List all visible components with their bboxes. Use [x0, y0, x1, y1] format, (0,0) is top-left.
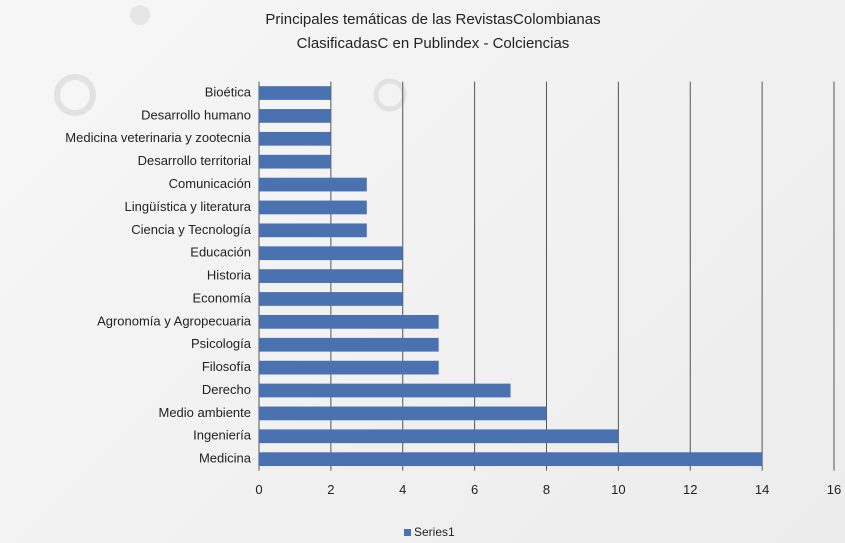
- bar: [259, 429, 619, 444]
- x-tick-label: 0: [255, 482, 262, 497]
- x-tick-label: 16: [827, 482, 841, 497]
- bar: [259, 200, 367, 215]
- y-tick-label: Desarrollo humano: [141, 107, 251, 122]
- y-tick-label: Ingeniería: [193, 428, 252, 443]
- legend-swatch: [404, 529, 411, 536]
- y-tick-label: Ciencia y Tecnología: [131, 222, 251, 237]
- decoration: [54, 74, 96, 116]
- y-tick-label: Medio ambiente: [159, 405, 252, 420]
- y-tick-label: Lingüística y literatura: [125, 199, 252, 214]
- y-tick-label: Derecho: [202, 382, 251, 397]
- y-tick-label: Economía: [192, 290, 251, 305]
- x-tick-label: 4: [399, 482, 406, 497]
- y-tick-label: Educación: [190, 245, 251, 260]
- y-tick-label: Medicina veterinaria y zootecnia: [65, 130, 251, 145]
- y-tick-label: Filosofía: [202, 359, 252, 374]
- y-tick-label: Desarrollo territorial: [138, 153, 252, 168]
- bar: [259, 269, 403, 283]
- bar: [259, 131, 331, 146]
- chart-title: Principales temáticas de las RevistasCol…: [265, 11, 600, 28]
- x-tick-label: 8: [543, 482, 550, 497]
- bar: [259, 292, 403, 306]
- bar: [259, 452, 763, 467]
- bar: [259, 86, 331, 100]
- y-tick-label: Historia: [207, 268, 252, 283]
- bar: [259, 109, 331, 123]
- bar: [259, 383, 511, 398]
- y-tick-label: Medicina: [199, 451, 252, 466]
- bar: [259, 406, 547, 421]
- bar: [259, 223, 367, 238]
- decoration: [130, 5, 150, 25]
- y-tick-label: Psicología: [191, 336, 252, 351]
- chart-title: ClasificadasC en Publindex - Colciencias: [297, 35, 570, 52]
- bar: [259, 337, 439, 352]
- x-tick-label: 14: [755, 482, 769, 497]
- bar: [259, 315, 439, 329]
- y-tick-label: Bioética: [205, 84, 252, 99]
- bar: [259, 360, 439, 375]
- legend-label: Series1: [414, 525, 455, 539]
- y-tick-label: Comunicación: [169, 176, 251, 191]
- bar: [259, 177, 367, 192]
- x-tick-label: 6: [471, 482, 478, 497]
- decoration: [373, 78, 407, 112]
- x-tick-label: 12: [683, 482, 697, 497]
- bar: [259, 154, 331, 169]
- x-tick-label: 10: [611, 482, 625, 497]
- y-tick-label: Agronomía y Agropecuaria: [97, 313, 252, 328]
- x-tick-label: 2: [327, 482, 334, 497]
- bar: [259, 246, 403, 261]
